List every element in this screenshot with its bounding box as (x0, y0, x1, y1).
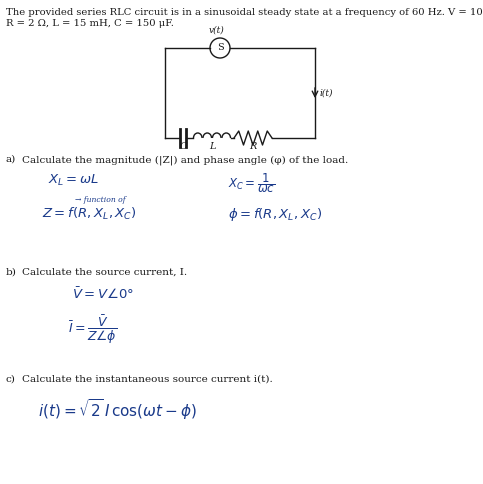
Text: i(t): i(t) (320, 89, 333, 97)
Text: a): a) (6, 155, 16, 164)
Text: C: C (179, 142, 187, 151)
Text: The provided series RLC circuit is in a sinusoidal steady state at a frequency o: The provided series RLC circuit is in a … (6, 8, 483, 17)
Text: $\bar{I} = \dfrac{\bar{V}}{Z\angle\phi}$: $\bar{I} = \dfrac{\bar{V}}{Z\angle\phi}$ (68, 314, 117, 347)
Text: Calculate the magnitude (|Z|) and phase angle (φ) of the load.: Calculate the magnitude (|Z|) and phase … (22, 155, 348, 165)
Text: $i(t) = \sqrt{2}\, I\, \cos(\omega t - \phi)$: $i(t) = \sqrt{2}\, I\, \cos(\omega t - \… (38, 397, 197, 422)
Text: R: R (249, 142, 256, 151)
Text: v(t): v(t) (209, 26, 225, 35)
Text: $X_L = \omega L$: $X_L = \omega L$ (48, 173, 99, 188)
Text: Calculate the instantaneous source current i(t).: Calculate the instantaneous source curre… (22, 375, 273, 384)
Text: S: S (216, 44, 223, 52)
Text: → function of: → function of (75, 196, 126, 204)
Text: $\phi = f(R, X_L, X_C)$: $\phi = f(R, X_L, X_C)$ (228, 206, 322, 223)
Text: c): c) (6, 375, 16, 384)
Text: $X_C = \dfrac{1}{\omega c}$: $X_C = \dfrac{1}{\omega c}$ (228, 171, 275, 195)
Text: $\bar{V} = V\angle 0°$: $\bar{V} = V\angle 0°$ (72, 286, 134, 302)
Text: R = 2 Ω, L = 15 mH, C = 150 μF.: R = 2 Ω, L = 15 mH, C = 150 μF. (6, 19, 174, 28)
Text: Calculate the source current, I.: Calculate the source current, I. (22, 268, 187, 277)
Text: L: L (209, 142, 215, 151)
Text: $Z = f(R, X_L, X_C)$: $Z = f(R, X_L, X_C)$ (42, 206, 137, 222)
Text: b): b) (6, 268, 17, 277)
